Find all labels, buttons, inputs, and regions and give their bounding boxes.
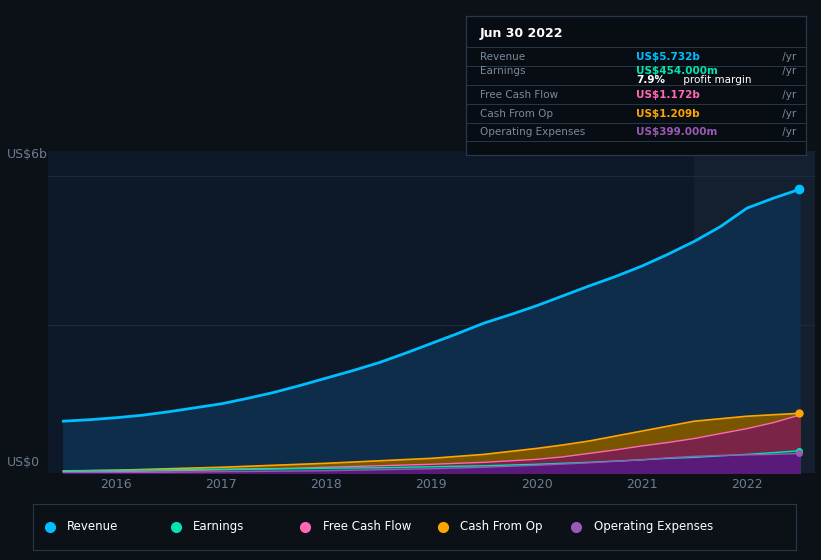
Text: Free Cash Flow: Free Cash Flow — [480, 90, 558, 100]
Text: Revenue: Revenue — [67, 520, 118, 534]
Text: /yr: /yr — [779, 90, 796, 100]
Text: Operating Expenses: Operating Expenses — [594, 520, 713, 534]
Text: US$0: US$0 — [7, 455, 39, 469]
Text: /yr: /yr — [779, 127, 796, 137]
Text: /yr: /yr — [779, 66, 796, 76]
Text: US$5.732b: US$5.732b — [636, 52, 700, 62]
Text: Earnings: Earnings — [193, 520, 245, 534]
Text: Earnings: Earnings — [480, 66, 525, 76]
Text: US$399.000m: US$399.000m — [636, 127, 718, 137]
Text: 7.9%: 7.9% — [636, 75, 665, 85]
Text: Cash From Op: Cash From Op — [461, 520, 543, 534]
Text: profit margin: profit margin — [681, 75, 752, 85]
Text: Cash From Op: Cash From Op — [480, 109, 553, 119]
Text: Jun 30 2022: Jun 30 2022 — [480, 27, 563, 40]
Text: US$6b: US$6b — [7, 147, 48, 161]
Text: Revenue: Revenue — [480, 52, 525, 62]
Text: US$454.000m: US$454.000m — [636, 66, 718, 76]
Text: Operating Expenses: Operating Expenses — [480, 127, 585, 137]
Bar — [695, 151, 815, 473]
Text: US$1.209b: US$1.209b — [636, 109, 699, 119]
Text: /yr: /yr — [779, 52, 796, 62]
Text: /yr: /yr — [779, 109, 796, 119]
Text: Free Cash Flow: Free Cash Flow — [323, 520, 411, 534]
Text: US$1.172b: US$1.172b — [636, 90, 700, 100]
